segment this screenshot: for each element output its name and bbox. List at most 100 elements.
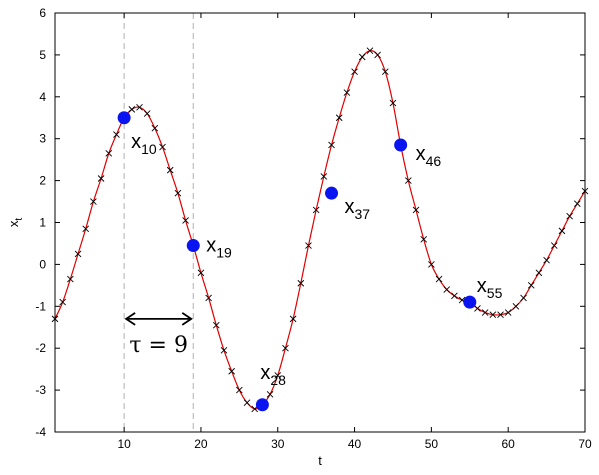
data-point-marker [405, 177, 412, 184]
data-point-marker [374, 51, 381, 59]
highlighted-point [394, 138, 408, 152]
data-point-marker [543, 256, 550, 264]
data-point-marker [174, 189, 182, 197]
data-point-marker [182, 217, 189, 224]
y-tick-label: 2 [39, 174, 46, 188]
x-tick-label: 40 [348, 437, 362, 451]
data-point-marker [266, 390, 274, 398]
data-point-marker [74, 250, 82, 258]
data-point-marker [328, 141, 335, 149]
data-point-marker [358, 53, 366, 61]
data-point-marker [389, 99, 397, 107]
data-point-marker [297, 279, 305, 287]
highlighted-point [117, 111, 131, 125]
data-point-marker [558, 227, 566, 235]
data-point-marker [574, 200, 581, 207]
x-tick-label: 60 [502, 437, 516, 451]
data-point-marker [443, 286, 451, 293]
y-tick-label: -2 [35, 341, 46, 355]
x-tick-label: 50 [425, 437, 439, 451]
data-point-marker [420, 235, 428, 243]
data-point-marker [151, 124, 159, 132]
data-point-marker [59, 298, 66, 306]
data-point-marker [82, 225, 90, 233]
x-tick-label: 70 [578, 437, 592, 451]
data-point-marker [351, 68, 358, 75]
x-tick-label: 20 [194, 437, 208, 451]
tau-label: τ = 9 [129, 333, 188, 358]
data-point-marker [205, 294, 212, 302]
data-point-marker [236, 386, 243, 394]
y-tick-label: 3 [39, 132, 46, 146]
series-curve [54, 50, 586, 410]
y-tick-label: 0 [39, 257, 46, 271]
data-point-marker [128, 106, 136, 113]
data-point-marker [228, 367, 235, 375]
y-axis-label: xt [6, 218, 25, 228]
data-point-marker [381, 68, 389, 75]
data-point-marker [527, 282, 535, 289]
data-point-marker [481, 309, 489, 316]
data-point-marker [520, 294, 527, 302]
y-tick-label: -1 [35, 299, 46, 313]
data-point-marker [428, 261, 435, 268]
data-point-marker [412, 206, 420, 214]
point-label: x46 [416, 143, 442, 169]
data-point-marker [282, 344, 289, 352]
data-point-marker [143, 110, 151, 117]
point-label: x55 [477, 275, 503, 301]
y-tick-label: -4 [35, 425, 46, 439]
data-point-marker [166, 166, 174, 174]
data-point-marker [320, 173, 328, 180]
highlighted-points: x10 x19 x28 x37 x46 x55 [117, 111, 503, 412]
data-point-marker [159, 143, 166, 151]
data-point-marker [566, 212, 573, 220]
data-point-marker [289, 315, 297, 323]
point-label: x37 [345, 196, 371, 222]
data-point-marker [451, 292, 458, 300]
data-point-marker [113, 131, 120, 138]
y-axis-ticks: -4 -3 -2 -1 0 1 2 3 4 5 6 [35, 6, 585, 439]
x-tick-label: 10 [117, 437, 131, 451]
data-point-marker [90, 198, 97, 205]
x-axis-ticks: 10 20 30 40 50 60 70 [117, 13, 592, 451]
y-tick-label: -3 [35, 383, 46, 397]
data-point-marker [489, 311, 497, 318]
data-point-marker [312, 206, 320, 214]
highlighted-point [325, 186, 339, 200]
highlighted-point [463, 295, 477, 309]
data-point-marker [504, 309, 512, 316]
data-point-marker [335, 114, 343, 122]
highlighted-point [255, 398, 269, 412]
tau-arrow-left-head [124, 312, 136, 326]
data-point-marker [550, 242, 558, 249]
data-point-marker [67, 275, 74, 283]
data-point-marker [366, 47, 374, 55]
data-point-marker [220, 346, 228, 354]
data-point-marker [197, 269, 205, 277]
data-point-marker [305, 242, 312, 249]
point-label: x28 [260, 362, 286, 388]
data-point-marker [435, 275, 443, 283]
data-point-marker [243, 399, 251, 406]
data-point-marker [512, 302, 520, 310]
y-tick-label: 4 [39, 90, 46, 104]
data-point-marker [97, 175, 105, 182]
x-tick-label: 30 [271, 437, 285, 451]
tau-annotation: τ = 9 [124, 312, 193, 358]
point-label: x10 [131, 131, 157, 157]
data-point-marker [474, 305, 481, 312]
data-point-marker [274, 372, 282, 379]
y-tick-label: 1 [39, 216, 46, 230]
data-point-marker [497, 311, 504, 318]
data-point-marker [105, 150, 113, 157]
series-line [54, 50, 586, 410]
highlighted-point [186, 239, 200, 253]
point-label: x19 [206, 235, 232, 261]
y-tick-label: 5 [39, 48, 46, 62]
tau-arrow-right-head [181, 312, 193, 326]
y-tick-label: 6 [39, 6, 46, 20]
data-point-marker [535, 269, 543, 277]
